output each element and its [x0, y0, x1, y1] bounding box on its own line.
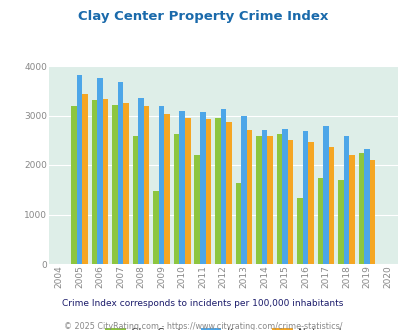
- Bar: [215, 118, 220, 264]
- Bar: [138, 98, 143, 264]
- Bar: [205, 119, 211, 264]
- Bar: [92, 100, 97, 264]
- Bar: [266, 136, 272, 264]
- Bar: [71, 106, 77, 264]
- Bar: [276, 134, 281, 264]
- Bar: [241, 116, 246, 264]
- Text: © 2025 CityRating.com - https://www.cityrating.com/crime-statistics/: © 2025 CityRating.com - https://www.city…: [64, 322, 341, 330]
- Bar: [261, 130, 266, 264]
- Bar: [343, 136, 348, 264]
- Bar: [164, 114, 170, 264]
- Bar: [287, 140, 292, 264]
- Bar: [123, 103, 129, 264]
- Legend: Clay Center, Kansas, National: Clay Center, Kansas, National: [102, 325, 344, 330]
- Bar: [179, 111, 185, 264]
- Bar: [194, 155, 200, 264]
- Text: Clay Center Property Crime Index: Clay Center Property Crime Index: [78, 10, 327, 23]
- Bar: [158, 106, 164, 264]
- Bar: [307, 142, 313, 264]
- Bar: [235, 183, 241, 264]
- Bar: [369, 160, 375, 264]
- Bar: [317, 178, 322, 264]
- Bar: [302, 131, 307, 264]
- Bar: [348, 155, 354, 264]
- Bar: [226, 122, 231, 264]
- Bar: [322, 126, 328, 264]
- Bar: [296, 198, 302, 264]
- Bar: [153, 191, 158, 264]
- Bar: [200, 112, 205, 264]
- Bar: [185, 118, 190, 264]
- Bar: [363, 149, 369, 264]
- Bar: [97, 78, 102, 264]
- Bar: [143, 106, 149, 264]
- Bar: [173, 134, 179, 264]
- Bar: [256, 136, 261, 264]
- Bar: [132, 136, 138, 264]
- Bar: [117, 82, 123, 264]
- Bar: [246, 130, 252, 264]
- Bar: [281, 129, 287, 264]
- Text: Crime Index corresponds to incidents per 100,000 inhabitants: Crime Index corresponds to incidents per…: [62, 299, 343, 308]
- Bar: [77, 76, 82, 264]
- Bar: [112, 105, 117, 264]
- Bar: [102, 99, 108, 264]
- Bar: [82, 94, 87, 264]
- Bar: [337, 180, 343, 264]
- Bar: [220, 109, 226, 264]
- Bar: [328, 147, 333, 264]
- Bar: [358, 153, 363, 264]
